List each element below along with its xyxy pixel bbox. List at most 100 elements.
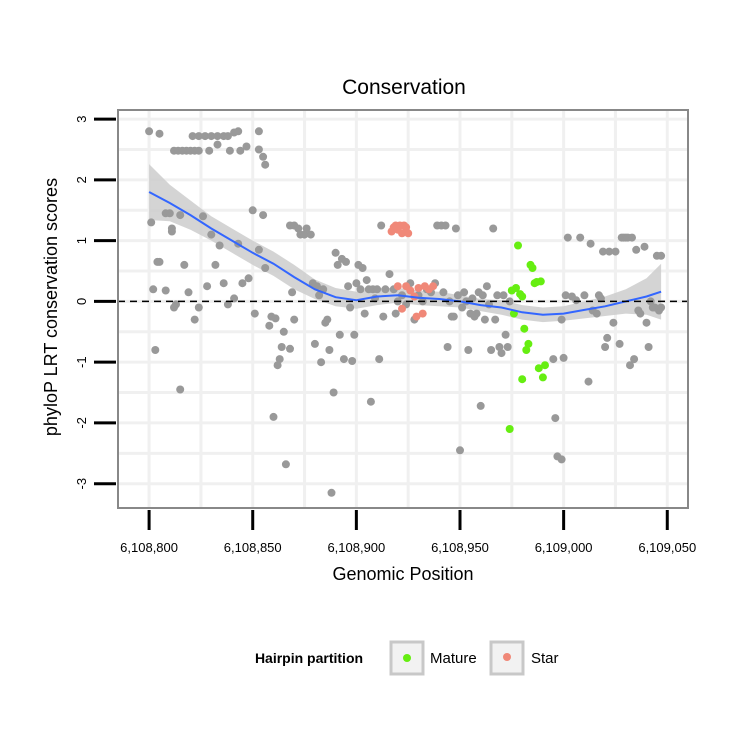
point-other — [584, 377, 593, 386]
point-other — [346, 303, 355, 312]
point-other — [248, 206, 257, 215]
point-other — [339, 355, 348, 364]
point-other — [603, 333, 612, 342]
point-other — [254, 127, 263, 136]
point-other — [259, 152, 268, 161]
point-other — [592, 309, 601, 318]
point-mature — [518, 292, 527, 301]
point-other — [275, 355, 284, 364]
y-axis-label: phyloP LRT conservation scores — [41, 178, 61, 436]
y-axis: -3 -2 -1 0 1 2 3 — [74, 115, 116, 489]
point-other — [271, 314, 280, 323]
point-other — [244, 274, 253, 283]
point-other — [576, 233, 585, 242]
point-other — [586, 239, 595, 248]
point-star — [414, 284, 423, 292]
y-tick-label: 2 — [74, 176, 89, 183]
legend-title: Hairpin partition — [255, 650, 363, 666]
point-other — [188, 132, 197, 141]
point-other — [207, 230, 216, 239]
point-other — [194, 303, 203, 312]
point-mature — [541, 361, 549, 370]
point-other — [476, 401, 485, 410]
x-tick-label: 6,108,950 — [431, 540, 489, 555]
y-tick-label: -1 — [74, 356, 89, 368]
point-other — [172, 300, 180, 309]
point-mature — [524, 339, 533, 348]
point-other — [449, 312, 458, 321]
point-other — [493, 291, 502, 300]
point-other — [234, 127, 243, 136]
point-other — [385, 270, 394, 279]
point-other — [609, 318, 618, 327]
point-star — [406, 286, 415, 295]
point-other — [596, 294, 605, 303]
confidence-band — [149, 164, 662, 323]
point-other — [377, 221, 386, 230]
y-tick-label: 0 — [74, 298, 89, 305]
point-other — [549, 355, 558, 364]
point-other — [344, 282, 353, 291]
point-other — [480, 315, 489, 324]
point-other — [439, 288, 448, 297]
x-tick-label: 6,108,900 — [327, 540, 385, 555]
point-other — [348, 357, 357, 365]
point-other — [601, 343, 610, 351]
x-tick-label: 6,108,850 — [224, 540, 282, 555]
point-star — [402, 223, 411, 232]
point-other — [456, 446, 464, 455]
point-other — [453, 291, 462, 300]
point-other — [451, 224, 460, 233]
point-other — [615, 339, 624, 348]
point-other — [315, 291, 324, 300]
point-other — [503, 343, 512, 351]
point-mature — [534, 364, 543, 373]
point-other — [580, 291, 589, 300]
point-other — [317, 358, 326, 367]
point-other — [259, 211, 268, 220]
point-other — [194, 132, 203, 141]
point-other — [230, 294, 239, 303]
point-other — [205, 146, 214, 155]
point-other — [342, 257, 350, 266]
point-other — [468, 294, 477, 303]
point-other — [223, 300, 232, 309]
point-other — [325, 346, 334, 354]
point-other — [599, 247, 607, 256]
point-other — [236, 146, 245, 155]
point-other — [261, 160, 270, 169]
point-other — [327, 488, 336, 497]
legend-swatch-mature — [403, 654, 411, 662]
x-axis: 6,108,800 6,108,850 6,108,900 6,108,950 6,10… — [120, 510, 696, 555]
point-other — [286, 344, 294, 353]
point-other — [632, 245, 641, 254]
point-other — [281, 460, 290, 469]
point-other — [352, 279, 361, 288]
legend-item-mature: Mature — [389, 640, 477, 676]
point-other — [472, 309, 481, 318]
point-other — [362, 276, 371, 285]
point-other — [215, 241, 224, 250]
legend-label-star: Star — [531, 650, 559, 667]
point-other — [640, 242, 649, 251]
x-tick-label: 6,108,800 — [120, 540, 178, 555]
smooth-line-layer — [148, 191, 662, 316]
confidence-ribbon — [149, 164, 662, 323]
point-star — [418, 309, 427, 318]
point-other — [300, 230, 309, 239]
point-other — [211, 260, 220, 269]
point-other — [499, 291, 508, 300]
point-other — [366, 397, 375, 406]
point-other — [223, 132, 232, 141]
point-other — [497, 349, 506, 358]
point-other — [161, 286, 170, 295]
point-other — [561, 291, 570, 300]
point-other — [331, 248, 340, 257]
y-tick-label: 3 — [74, 115, 89, 122]
point-mature — [536, 277, 545, 286]
point-other — [657, 303, 666, 312]
point-other — [178, 146, 187, 155]
point-other — [375, 355, 384, 364]
point-other — [642, 318, 651, 327]
